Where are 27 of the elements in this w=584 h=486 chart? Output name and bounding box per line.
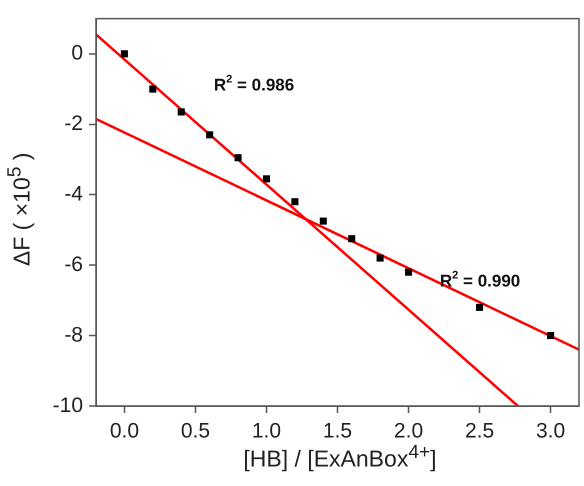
x-tick-label: 3.0 <box>536 419 566 442</box>
point <box>320 218 327 225</box>
point <box>376 254 384 262</box>
point <box>178 108 185 116</box>
x-tick-label: 1.5 <box>322 419 352 442</box>
point <box>476 304 484 311</box>
point <box>262 175 270 182</box>
y-tick-label: -10 <box>52 394 83 417</box>
point <box>291 198 298 206</box>
y-tick-label: 0 <box>71 42 83 65</box>
point <box>404 268 412 276</box>
point <box>206 131 214 138</box>
x-tick-label: 0.0 <box>110 419 140 442</box>
y-tick-label: -8 <box>64 323 83 346</box>
point <box>348 235 356 242</box>
x-tick-label: 2.0 <box>394 419 424 442</box>
point <box>149 86 156 93</box>
point <box>120 50 128 58</box>
x-tick-label: 2.5 <box>464 419 494 442</box>
x-tick-label: 0.5 <box>180 419 210 442</box>
y-tick-label: -2 <box>64 112 83 136</box>
y-tick-label: -4 <box>64 182 84 206</box>
point <box>234 154 242 162</box>
x-tick-label: 1.0 <box>252 419 282 442</box>
x-axis-title: [HB] / [ExAnBox$^{4+}$] <box>242 442 438 473</box>
y-tick-label: -6 <box>64 252 83 276</box>
point <box>547 332 554 340</box>
